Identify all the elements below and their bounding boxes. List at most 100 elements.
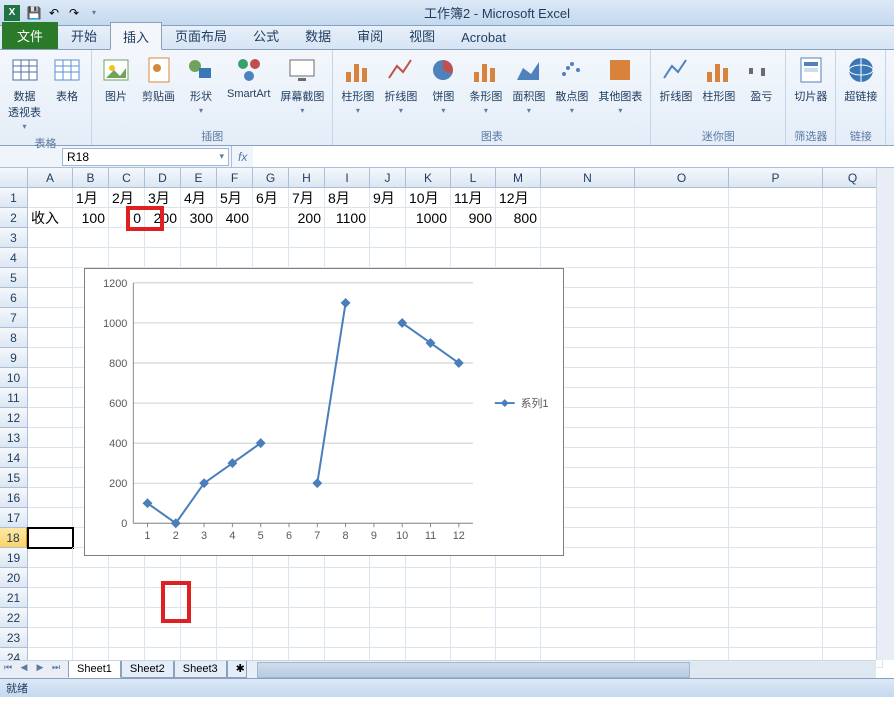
cell-O2[interactable] bbox=[635, 208, 729, 228]
cell-C22[interactable] bbox=[109, 608, 145, 628]
cell-Q21[interactable] bbox=[823, 588, 883, 608]
cell-M22[interactable] bbox=[496, 608, 541, 628]
cell-D1[interactable]: 3月 bbox=[145, 188, 181, 208]
cell-A7[interactable] bbox=[28, 308, 73, 328]
col-header-H[interactable]: H bbox=[289, 168, 325, 188]
cell-Q20[interactable] bbox=[823, 568, 883, 588]
cell-B2[interactable]: 100 bbox=[73, 208, 109, 228]
row-header-18[interactable]: 18 bbox=[0, 528, 28, 548]
cell-B1[interactable]: 1月 bbox=[73, 188, 109, 208]
cell-P1[interactable] bbox=[729, 188, 823, 208]
cell-B23[interactable] bbox=[73, 628, 109, 648]
cell-D20[interactable] bbox=[145, 568, 181, 588]
cell-A20[interactable] bbox=[28, 568, 73, 588]
cell-H4[interactable] bbox=[289, 248, 325, 268]
cell-P19[interactable] bbox=[729, 548, 823, 568]
cell-N3[interactable] bbox=[541, 228, 635, 248]
cell-K22[interactable] bbox=[406, 608, 451, 628]
row-header-3[interactable]: 3 bbox=[0, 228, 28, 248]
cell-L1[interactable]: 11月 bbox=[451, 188, 496, 208]
cell-O19[interactable] bbox=[635, 548, 729, 568]
cell-J2[interactable] bbox=[370, 208, 406, 228]
cell-P4[interactable] bbox=[729, 248, 823, 268]
cell-O9[interactable] bbox=[635, 348, 729, 368]
cell-O4[interactable] bbox=[635, 248, 729, 268]
cell-E21[interactable] bbox=[181, 588, 217, 608]
ribbon-btn-数据透视表[interactable]: 数据透视表▾ bbox=[4, 52, 45, 134]
tab-0[interactable]: 开始 bbox=[58, 21, 110, 49]
cell-O20[interactable] bbox=[635, 568, 729, 588]
ribbon-btn-剪贴画[interactable]: 剪贴画 bbox=[138, 52, 179, 106]
cell-P9[interactable] bbox=[729, 348, 823, 368]
cell-E3[interactable] bbox=[181, 228, 217, 248]
tab-5[interactable]: 审阅 bbox=[344, 21, 396, 49]
row-header-16[interactable]: 16 bbox=[0, 488, 28, 508]
cell-J20[interactable] bbox=[370, 568, 406, 588]
cell-N22[interactable] bbox=[541, 608, 635, 628]
cell-Q10[interactable] bbox=[823, 368, 883, 388]
col-header-O[interactable]: O bbox=[635, 168, 729, 188]
cell-F1[interactable]: 5月 bbox=[217, 188, 253, 208]
cell-M3[interactable] bbox=[496, 228, 541, 248]
row-header-13[interactable]: 13 bbox=[0, 428, 28, 448]
row-header-10[interactable]: 10 bbox=[0, 368, 28, 388]
tab-file[interactable]: 文件 bbox=[2, 22, 58, 49]
cell-D4[interactable] bbox=[145, 248, 181, 268]
cell-E4[interactable] bbox=[181, 248, 217, 268]
cell-P20[interactable] bbox=[729, 568, 823, 588]
vertical-scrollbar[interactable] bbox=[876, 168, 894, 660]
cell-L4[interactable] bbox=[451, 248, 496, 268]
cell-F22[interactable] bbox=[217, 608, 253, 628]
cell-P2[interactable] bbox=[729, 208, 823, 228]
cell-P14[interactable] bbox=[729, 448, 823, 468]
cell-A9[interactable] bbox=[28, 348, 73, 368]
qat-save[interactable]: 💾 bbox=[25, 4, 43, 22]
cell-A16[interactable] bbox=[28, 488, 73, 508]
cell-A11[interactable] bbox=[28, 388, 73, 408]
row-header-12[interactable]: 12 bbox=[0, 408, 28, 428]
ribbon-btn-柱形图[interactable]: 柱形图 bbox=[698, 52, 739, 106]
col-header-N[interactable]: N bbox=[541, 168, 635, 188]
ribbon-btn-条形图[interactable]: 条形图▾ bbox=[465, 52, 506, 118]
cell-A4[interactable] bbox=[28, 248, 73, 268]
cell-K4[interactable] bbox=[406, 248, 451, 268]
cell-O15[interactable] bbox=[635, 468, 729, 488]
cell-J3[interactable] bbox=[370, 228, 406, 248]
cell-Q19[interactable] bbox=[823, 548, 883, 568]
cell-I22[interactable] bbox=[325, 608, 370, 628]
cell-O10[interactable] bbox=[635, 368, 729, 388]
cell-J22[interactable] bbox=[370, 608, 406, 628]
ribbon-btn-其他图表[interactable]: 其他图表▾ bbox=[594, 52, 646, 118]
sheet-nav-last[interactable]: ⏭ bbox=[48, 662, 64, 678]
sheet-tab-Sheet3[interactable]: Sheet3 bbox=[174, 661, 227, 678]
cell-B4[interactable] bbox=[73, 248, 109, 268]
cell-I23[interactable] bbox=[325, 628, 370, 648]
cell-A2[interactable]: 收入 bbox=[28, 208, 73, 228]
cell-E2[interactable]: 300 bbox=[181, 208, 217, 228]
col-header-B[interactable]: B bbox=[73, 168, 109, 188]
cell-Q7[interactable] bbox=[823, 308, 883, 328]
cell-O6[interactable] bbox=[635, 288, 729, 308]
ribbon-btn-SmartArt[interactable]: SmartArt bbox=[223, 52, 274, 102]
row-header-17[interactable]: 17 bbox=[0, 508, 28, 528]
cell-P21[interactable] bbox=[729, 588, 823, 608]
cell-C23[interactable] bbox=[109, 628, 145, 648]
cell-P18[interactable] bbox=[729, 528, 823, 548]
cell-Q2[interactable] bbox=[823, 208, 883, 228]
cell-M4[interactable] bbox=[496, 248, 541, 268]
cell-L2[interactable]: 900 bbox=[451, 208, 496, 228]
tab-2[interactable]: 页面布局 bbox=[162, 21, 240, 49]
cell-D2[interactable]: 200 bbox=[145, 208, 181, 228]
cell-O16[interactable] bbox=[635, 488, 729, 508]
cell-L22[interactable] bbox=[451, 608, 496, 628]
cell-O21[interactable] bbox=[635, 588, 729, 608]
ribbon-btn-图片[interactable]: 图片 bbox=[96, 52, 136, 106]
cell-Q4[interactable] bbox=[823, 248, 883, 268]
cell-Q16[interactable] bbox=[823, 488, 883, 508]
cell-E23[interactable] bbox=[181, 628, 217, 648]
cell-D21[interactable] bbox=[145, 588, 181, 608]
cell-F23[interactable] bbox=[217, 628, 253, 648]
cell-A10[interactable] bbox=[28, 368, 73, 388]
cell-J4[interactable] bbox=[370, 248, 406, 268]
ribbon-btn-折线图[interactable]: 折线图▾ bbox=[380, 52, 421, 118]
